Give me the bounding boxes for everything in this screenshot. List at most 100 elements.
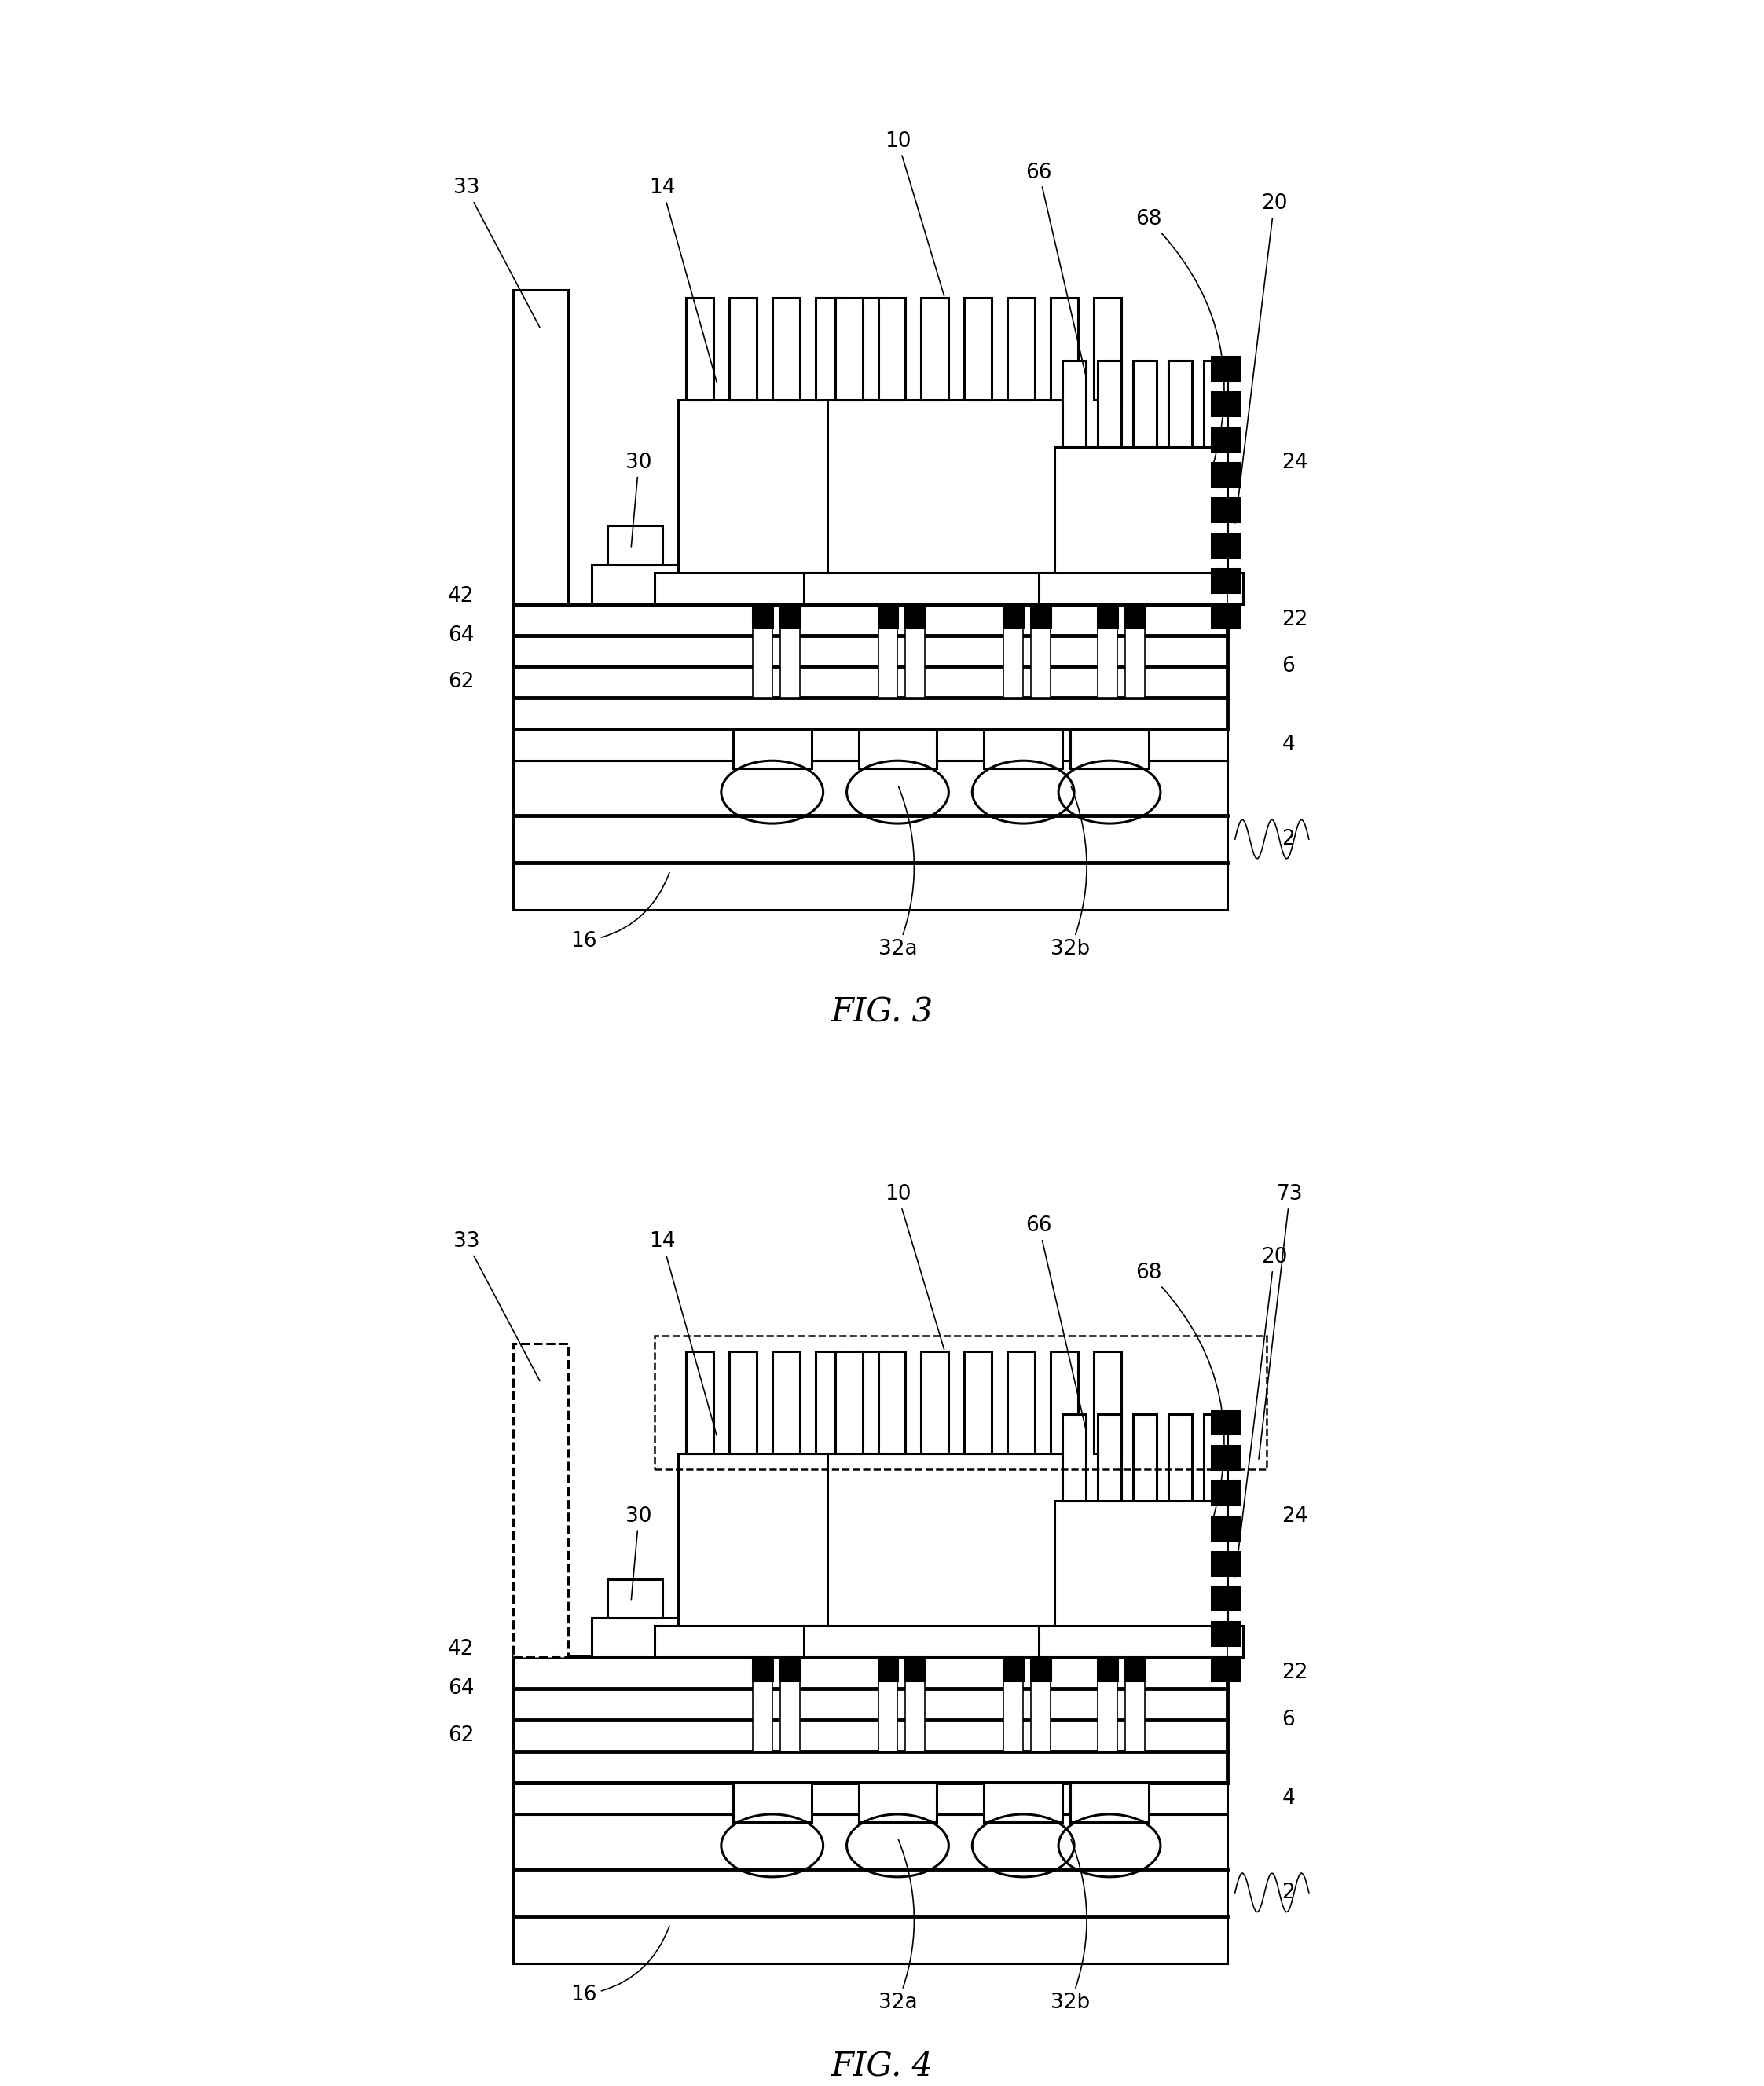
Bar: [734, 730, 811, 768]
Text: 64: 64: [448, 1679, 475, 1698]
Bar: [965, 1352, 991, 1454]
Bar: [827, 1454, 1062, 1656]
Bar: [1212, 428, 1238, 451]
Bar: [1097, 1414, 1122, 1500]
Bar: [729, 1352, 757, 1454]
Text: 24: 24: [1282, 453, 1309, 474]
Text: 10: 10: [884, 1185, 944, 1350]
Text: 20: 20: [1235, 194, 1288, 524]
Text: 22: 22: [1282, 609, 1309, 630]
Text: 20: 20: [1235, 1247, 1288, 1577]
Text: 64: 64: [448, 626, 475, 645]
Bar: [1007, 1352, 1035, 1454]
Bar: [753, 1656, 773, 1752]
Text: 16: 16: [572, 872, 670, 951]
Bar: [753, 603, 773, 699]
Bar: [773, 298, 799, 401]
Bar: [1125, 603, 1145, 699]
Bar: [815, 298, 843, 401]
Bar: [513, 1343, 568, 1656]
Bar: [804, 572, 1087, 603]
Bar: [859, 1784, 937, 1821]
Text: 30: 30: [626, 1506, 653, 1600]
Bar: [1212, 1623, 1238, 1646]
Bar: [1062, 361, 1087, 446]
Bar: [513, 603, 1228, 730]
Bar: [1051, 298, 1078, 401]
Bar: [1125, 1656, 1145, 1681]
Bar: [878, 603, 898, 699]
Bar: [591, 565, 677, 603]
Bar: [859, 1352, 886, 1454]
Bar: [1004, 603, 1023, 628]
Bar: [1212, 1587, 1238, 1610]
Bar: [834, 1352, 863, 1454]
Bar: [1132, 1414, 1157, 1500]
Bar: [1212, 357, 1238, 380]
Bar: [878, 1352, 905, 1454]
Bar: [815, 1352, 843, 1454]
Bar: [1039, 1625, 1244, 1656]
Bar: [1212, 1446, 1238, 1469]
Bar: [1004, 1656, 1023, 1752]
Text: 32a: 32a: [878, 1840, 917, 2013]
Text: 32b: 32b: [1051, 1840, 1090, 2013]
Bar: [1097, 1656, 1117, 1752]
Bar: [729, 298, 757, 401]
Bar: [1055, 1500, 1228, 1656]
Bar: [1212, 603, 1238, 628]
Text: 42: 42: [448, 586, 475, 607]
Bar: [513, 1656, 1228, 1784]
Text: 32a: 32a: [878, 786, 917, 960]
Bar: [905, 1656, 924, 1752]
Text: 10: 10: [884, 131, 944, 296]
Bar: [753, 603, 773, 628]
Bar: [1007, 298, 1035, 401]
Text: 66: 66: [1025, 163, 1085, 373]
Bar: [780, 603, 799, 628]
Bar: [734, 1784, 811, 1821]
Text: 14: 14: [649, 177, 716, 382]
Bar: [1212, 1656, 1238, 1681]
Bar: [905, 1656, 924, 1681]
Bar: [686, 298, 713, 401]
Bar: [1125, 603, 1145, 628]
Text: 73: 73: [1259, 1185, 1304, 1458]
Bar: [513, 290, 568, 603]
Text: 2: 2: [1282, 1882, 1295, 1902]
Bar: [1030, 603, 1051, 628]
Bar: [1203, 1414, 1228, 1500]
Bar: [1168, 361, 1192, 446]
Bar: [878, 1656, 898, 1681]
Text: 32b: 32b: [1051, 786, 1090, 960]
Bar: [780, 1656, 799, 1752]
Bar: [513, 1815, 1228, 1963]
Bar: [1097, 361, 1122, 446]
Bar: [1030, 1656, 1051, 1752]
Text: 62: 62: [448, 672, 475, 693]
Text: 66: 66: [1025, 1216, 1085, 1427]
Bar: [1132, 361, 1157, 446]
Bar: [753, 1656, 773, 1681]
Bar: [1030, 603, 1051, 699]
Text: 4: 4: [1282, 734, 1295, 755]
Bar: [1094, 1352, 1122, 1454]
Bar: [1094, 298, 1122, 401]
Bar: [827, 401, 1062, 603]
Bar: [1212, 569, 1238, 592]
Bar: [804, 1625, 1087, 1656]
Bar: [921, 1352, 949, 1454]
Text: 33: 33: [453, 1231, 540, 1381]
Bar: [1212, 1410, 1238, 1433]
Text: 6: 6: [1282, 1711, 1295, 1729]
Bar: [1004, 1656, 1023, 1681]
Bar: [607, 526, 662, 565]
Bar: [1212, 534, 1238, 557]
Text: 6: 6: [1282, 657, 1295, 676]
Bar: [1062, 1414, 1087, 1500]
Text: 24: 24: [1282, 1506, 1309, 1527]
Bar: [1168, 1414, 1192, 1500]
Text: 62: 62: [448, 1725, 475, 1746]
Bar: [1212, 499, 1238, 522]
Bar: [1097, 603, 1117, 699]
